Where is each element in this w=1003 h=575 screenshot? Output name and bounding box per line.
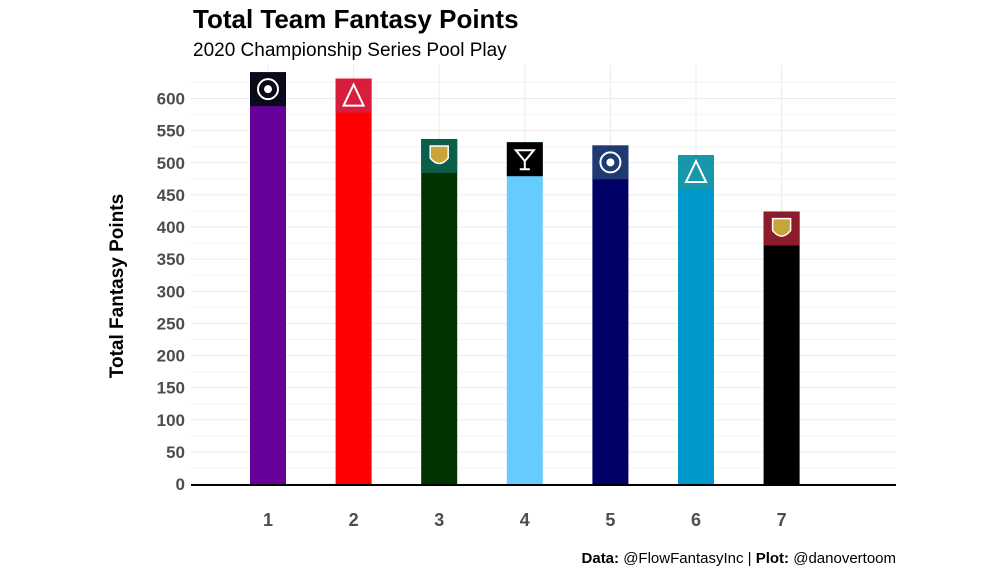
- spartan-icon: [763, 211, 800, 246]
- caption: Data: @FlowFantasyInc | Plot: @danoverto…: [582, 550, 896, 567]
- purple-mascot-icon: [250, 72, 286, 107]
- y-tick-label: 450: [157, 186, 185, 205]
- y-tick-label: 50: [166, 443, 185, 462]
- chart-subtitle: 2020 Championship Series Pool Play: [193, 40, 507, 61]
- caption-data-label: Data:: [581, 550, 620, 567]
- x-tick-label: 5: [605, 510, 615, 530]
- a-shield-icon: [592, 145, 629, 180]
- y-tick-label: 600: [157, 90, 185, 109]
- caption-data-source: @FlowFantasyInc: [623, 550, 744, 567]
- bar-4: [506, 142, 543, 484]
- x-tick-label: 4: [520, 510, 530, 530]
- x-axis: 1 2 3 4 5 6 7: [263, 510, 787, 530]
- y-tick-label: 300: [157, 282, 185, 301]
- team-logos: [250, 72, 800, 246]
- y-tick-label: 0: [176, 475, 185, 494]
- y-axis: 0 50 100 150 200 250 300 350 400 450 500 550 600: [157, 90, 185, 495]
- bar-6: [678, 155, 714, 485]
- y-tick-label: 150: [157, 379, 185, 398]
- y-tick-label: 200: [157, 347, 185, 366]
- caption-plot-author: @danovertoom: [793, 550, 896, 567]
- y-axis-label: Total Fantasy Points: [107, 194, 128, 378]
- x-tick-label: 1: [263, 510, 273, 530]
- chart-title: Total Team Fantasy Points: [193, 4, 519, 34]
- x-tick-label: 7: [777, 510, 787, 530]
- caption-separator: |: [747, 550, 752, 567]
- bar-5: [592, 145, 629, 484]
- bar-7: [763, 211, 800, 484]
- y-tick-label: 400: [157, 218, 185, 237]
- bar-3: [421, 138, 458, 485]
- x-tick-label: 3: [434, 510, 444, 530]
- green-crest-icon: [421, 138, 458, 173]
- wolf-icon: [678, 155, 714, 190]
- y-tick-label: 250: [157, 314, 185, 333]
- x-tick-label: 2: [349, 510, 359, 530]
- bar-1: [250, 72, 286, 484]
- y-tick-label: 100: [157, 411, 185, 430]
- y-tick-label: 500: [157, 154, 185, 173]
- caption-plot-label: Plot:: [755, 550, 790, 567]
- cocktail-icon: [506, 142, 543, 177]
- bars: [250, 72, 800, 485]
- red-mascot-icon: [335, 78, 372, 113]
- y-tick-label: 550: [157, 122, 185, 141]
- y-tick-label: 350: [157, 250, 185, 269]
- bar-2: [335, 78, 372, 485]
- x-tick-label: 6: [691, 510, 701, 530]
